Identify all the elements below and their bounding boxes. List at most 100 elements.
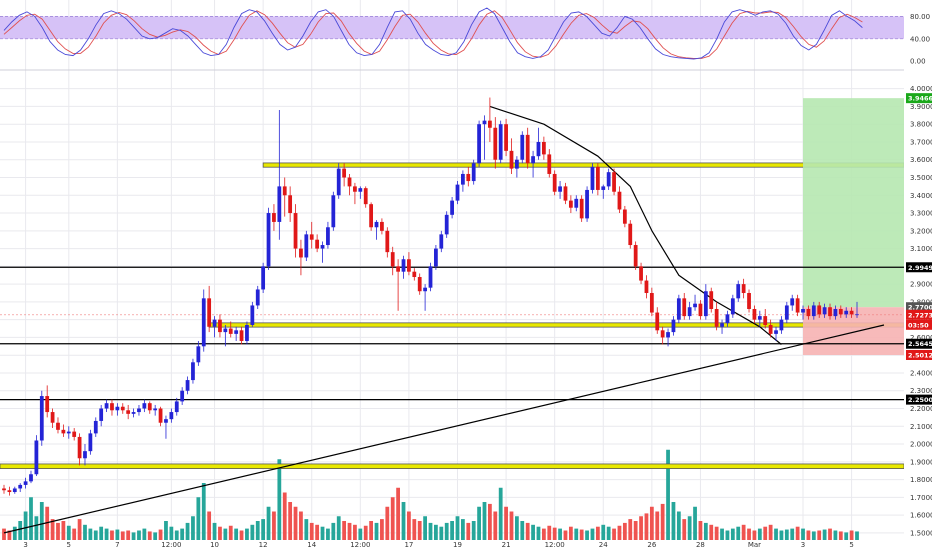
price-tick-label: 2.6000 [910, 334, 932, 342]
volume-bar [158, 529, 163, 540]
volume-bar [601, 524, 606, 540]
volume-bar [482, 502, 487, 540]
volume-bar [131, 532, 136, 540]
candle-body [547, 154, 552, 174]
volume-bar [347, 522, 352, 540]
candle-body [795, 298, 800, 313]
price-tag-label: 2.5012 [908, 351, 932, 359]
volume-histogram [2, 449, 859, 540]
volume-bar [698, 521, 703, 540]
volume-bar [752, 530, 757, 540]
candle-body [504, 124, 508, 151]
candle-body [633, 245, 638, 267]
time-tick-label: 12:00 [350, 541, 370, 549]
candle-body [147, 403, 152, 411]
volume-bar [790, 528, 795, 540]
candle-body [83, 451, 87, 459]
candle-body [855, 314, 859, 316]
candle-body [401, 259, 406, 272]
volume-bar [649, 506, 654, 540]
candle-body [99, 408, 104, 421]
candle-body [703, 291, 708, 317]
candle-body [374, 221, 379, 228]
candle-body [174, 401, 179, 413]
volume-bar [536, 526, 541, 540]
volume-bar [844, 532, 849, 540]
oscillator-band [0, 16, 904, 39]
candle-body [844, 310, 849, 315]
price-tag-bg [906, 302, 932, 313]
supply-demand-zones [0, 98, 905, 469]
candle-body [768, 324, 773, 334]
price-tick-label: 3.1000 [910, 245, 932, 253]
candle-body [412, 271, 417, 278]
volume-bar [541, 528, 546, 540]
oscillator-k-line [3, 7, 863, 60]
candle-body [655, 312, 660, 331]
volume-bar [725, 530, 730, 540]
volume-bar [568, 526, 573, 540]
price-tag-countdown: 03:50 [906, 319, 932, 330]
candle-body [288, 195, 293, 214]
time-tick-label: 14 [307, 541, 316, 549]
candle-body [574, 198, 579, 208]
volume-bar [795, 526, 800, 540]
volume-bar [396, 487, 400, 540]
price-tag-level_upper: 2.9949 [906, 262, 932, 273]
volume-bar [34, 516, 39, 540]
volume-bar [137, 530, 141, 540]
candle-body [622, 209, 627, 224]
volume-bar [714, 526, 719, 540]
volume-bar [547, 525, 552, 540]
volume-bar [444, 522, 449, 540]
countdown-bg [906, 319, 932, 330]
candle-body [666, 332, 670, 338]
volume-bar [703, 522, 708, 540]
volume-bar [147, 531, 152, 540]
candle-body [158, 408, 163, 423]
price-tick-label: 3.9000 [910, 103, 932, 111]
stop-zone [803, 307, 904, 355]
volume-bar [552, 527, 557, 540]
candle-body [245, 324, 249, 341]
candle-body [649, 293, 654, 313]
candle-body [720, 323, 724, 327]
candle-body [725, 314, 730, 324]
candle-body [299, 248, 303, 258]
volume-bar [218, 526, 222, 540]
volume-bar [255, 521, 260, 540]
volume-bar [747, 528, 751, 540]
candle-body [363, 188, 368, 205]
candle-body [488, 120, 492, 128]
price-tag-level_bottom: 2.2500 [906, 394, 932, 405]
volume-bar [736, 526, 741, 540]
candle-body [779, 319, 784, 331]
price-tag-bg [906, 338, 932, 349]
volume-bar [245, 528, 249, 540]
volume-bar [741, 524, 746, 540]
price-tag-label: 2.7273 [908, 311, 932, 319]
volume-bar [293, 506, 298, 540]
volume-bar [342, 521, 347, 540]
volume-bar [838, 531, 843, 540]
stochastic-oscillator-pane [0, 7, 904, 60]
candle-body [434, 248, 438, 267]
time-tick-label: Mar [748, 541, 761, 549]
time-axis[interactable]: 3 5 7 12:00 10 12 14 12:00 17 19 21 12:00 24 26 28 Mar 3… [23, 541, 853, 549]
target-zone [803, 98, 904, 308]
candle-body [774, 330, 778, 334]
candle-body [390, 252, 395, 267]
volume-bar [50, 519, 55, 540]
candle-body [93, 420, 98, 434]
candle-body [763, 316, 768, 325]
price-axis[interactable]: 80.00 40.00 0.00 4.0000 3.9000 3.8000 3.7000 3.… [904, 0, 932, 550]
candle-body [536, 141, 541, 157]
candle-body [531, 156, 535, 164]
candle-body [752, 309, 757, 320]
price-tick-label: 2.1000 [910, 423, 932, 431]
candle-body [250, 305, 255, 325]
volume-bar [434, 524, 438, 540]
volume-bar [617, 525, 622, 540]
volume-bar [407, 511, 411, 540]
